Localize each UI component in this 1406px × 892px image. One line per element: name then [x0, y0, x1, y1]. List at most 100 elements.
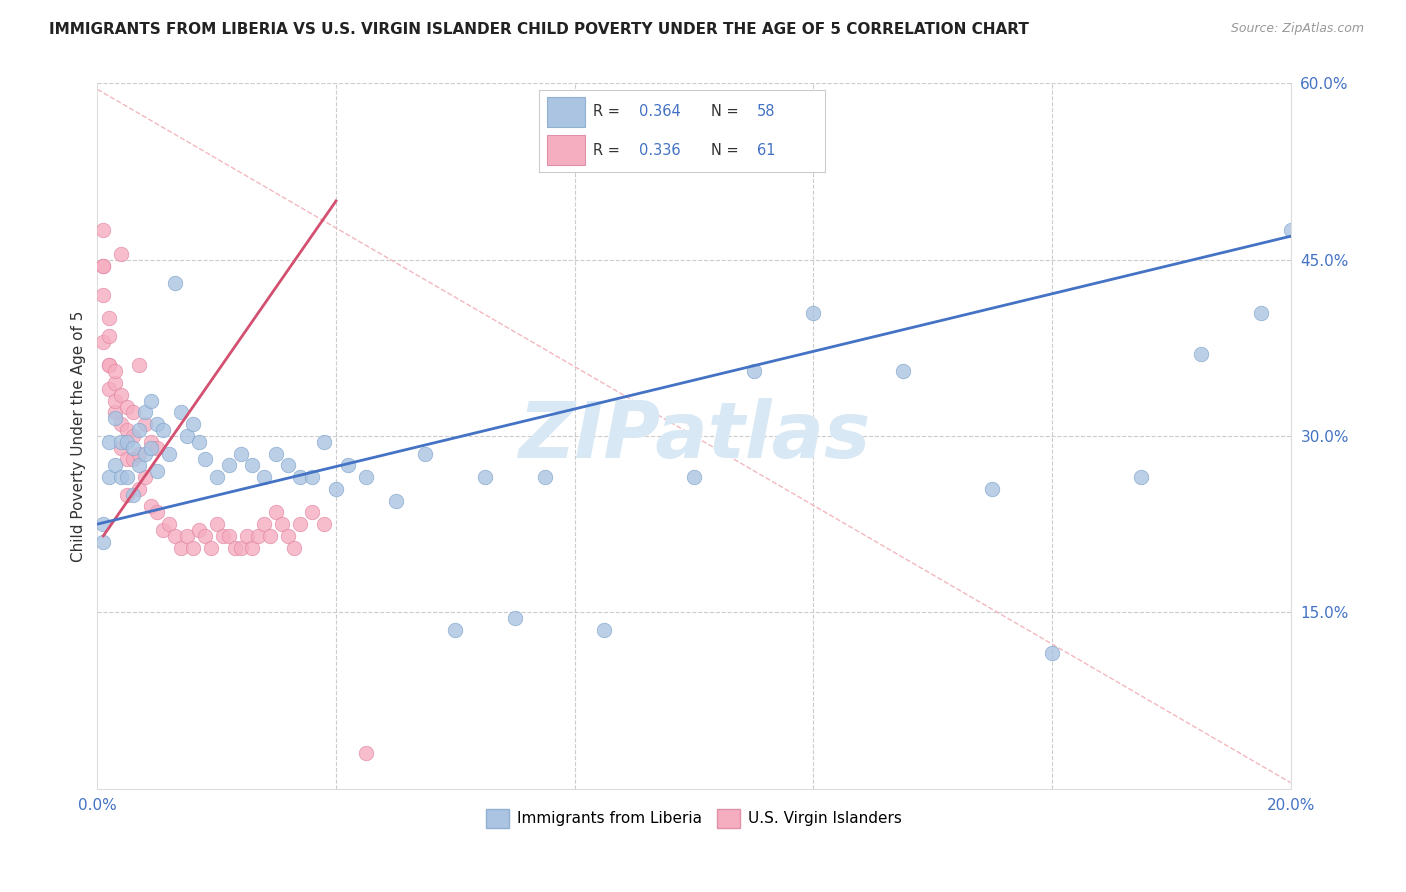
Point — [128, 447, 150, 461]
Point — [218, 529, 240, 543]
Point — [253, 517, 276, 532]
Point — [229, 447, 252, 461]
Legend: Immigrants from Liberia, U.S. Virgin Islanders: Immigrants from Liberia, U.S. Virgin Isl… — [481, 803, 908, 834]
Point — [474, 470, 496, 484]
Point — [146, 417, 169, 432]
Point — [91, 534, 114, 549]
Point — [139, 500, 162, 514]
Point — [98, 311, 121, 326]
Point — [170, 405, 193, 419]
Point — [146, 464, 169, 478]
Point — [277, 458, 299, 473]
Text: IMMIGRANTS FROM LIBERIA VS U.S. VIRGIN ISLANDER CHILD POVERTY UNDER THE AGE OF 5: IMMIGRANTS FROM LIBERIA VS U.S. VIRGIN I… — [49, 22, 1029, 37]
Point — [1279, 223, 1302, 237]
Point — [277, 529, 299, 543]
Point — [253, 470, 276, 484]
Point — [205, 470, 228, 484]
Point — [115, 488, 138, 502]
Point — [104, 411, 127, 425]
Point — [194, 452, 217, 467]
Point — [325, 482, 347, 496]
Point — [146, 505, 169, 519]
Point — [110, 470, 132, 484]
Point — [91, 223, 114, 237]
Point — [104, 376, 127, 390]
Point — [122, 452, 145, 467]
Point — [122, 405, 145, 419]
Point — [336, 458, 359, 473]
Point — [146, 441, 169, 455]
Point — [503, 611, 526, 625]
Point — [533, 470, 555, 484]
Point — [384, 493, 406, 508]
Point — [1189, 347, 1212, 361]
Point — [128, 423, 150, 437]
Point — [891, 364, 914, 378]
Point — [115, 423, 138, 437]
Point — [104, 458, 127, 473]
Point — [110, 441, 132, 455]
Point — [187, 434, 209, 449]
Point — [98, 359, 121, 373]
Point — [242, 541, 264, 555]
Point — [134, 470, 156, 484]
Point — [104, 405, 127, 419]
Point — [157, 447, 180, 461]
Y-axis label: Child Poverty Under the Age of 5: Child Poverty Under the Age of 5 — [72, 310, 86, 562]
Point — [152, 523, 174, 537]
Point — [128, 458, 150, 473]
Point — [218, 458, 240, 473]
Point — [301, 505, 323, 519]
Point — [290, 517, 312, 532]
Point — [211, 529, 233, 543]
Point — [98, 382, 121, 396]
Point — [128, 482, 150, 496]
Point — [981, 482, 1004, 496]
Point — [110, 434, 132, 449]
Point — [110, 417, 132, 432]
Point — [242, 458, 264, 473]
Point — [742, 364, 765, 378]
Point — [194, 529, 217, 543]
Point — [104, 393, 127, 408]
Point — [98, 470, 121, 484]
Point — [134, 405, 156, 419]
Point — [181, 417, 204, 432]
Point — [1130, 470, 1153, 484]
Point — [91, 288, 114, 302]
Point — [139, 434, 162, 449]
Point — [163, 529, 186, 543]
Point — [110, 247, 132, 261]
Point — [312, 434, 335, 449]
Point — [139, 393, 162, 408]
Point — [157, 517, 180, 532]
Point — [593, 623, 616, 637]
Point — [163, 277, 186, 291]
Point — [98, 434, 121, 449]
Point — [266, 447, 288, 461]
Point — [205, 517, 228, 532]
Point — [98, 359, 121, 373]
Point — [122, 441, 145, 455]
Point — [139, 441, 162, 455]
Point — [110, 388, 132, 402]
Point — [271, 517, 294, 532]
Point — [354, 746, 377, 760]
Point — [283, 541, 305, 555]
Point — [266, 505, 288, 519]
Point — [104, 364, 127, 378]
Point — [187, 523, 209, 537]
Point — [176, 529, 198, 543]
Point — [91, 259, 114, 273]
Point — [91, 259, 114, 273]
Point — [354, 470, 377, 484]
Point — [122, 429, 145, 443]
Point — [152, 423, 174, 437]
Point — [415, 447, 437, 461]
Point — [312, 517, 335, 532]
Point — [229, 541, 252, 555]
Point — [224, 541, 246, 555]
Text: Source: ZipAtlas.com: Source: ZipAtlas.com — [1230, 22, 1364, 36]
Point — [801, 305, 824, 319]
Point — [122, 488, 145, 502]
